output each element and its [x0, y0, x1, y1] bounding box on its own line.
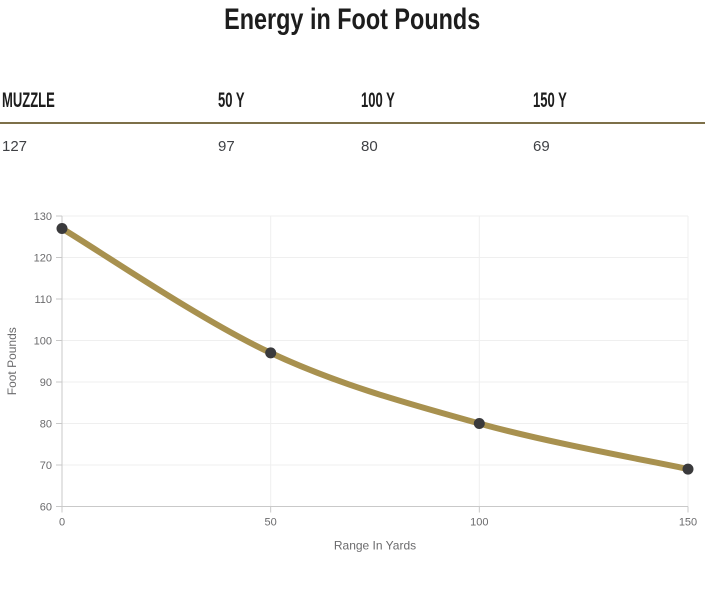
- y-tick-label: 130: [34, 211, 52, 223]
- y-tick-label: 110: [34, 294, 52, 306]
- chart-canvas[interactable]: 60 70 80 90 100 110 120 130 0 50 100 150 Foot Pounds…: [0, 195, 705, 587]
- energy-value-150y: 69: [533, 138, 550, 155]
- column-header-100y-label: 100 Y: [361, 89, 395, 112]
- energy-line-chart[interactable]: 60 70 80 90 100 110 120 130 0 50 100 150 Foot Pounds…: [0, 195, 705, 587]
- x-tick-label: 50: [265, 517, 277, 529]
- page-title: Energy in Foot Pounds: [0, 3, 705, 37]
- energy-value-50y: 97: [218, 138, 235, 155]
- data-point[interactable]: [682, 463, 694, 475]
- y-tick-label: 80: [40, 419, 52, 431]
- y-tick-label: 90: [40, 377, 52, 389]
- x-tick-label: 150: [679, 517, 697, 529]
- table-value-row: 127 97 80 69: [0, 124, 705, 155]
- column-header-50y: 50 Y: [218, 89, 361, 112]
- muzzle-energy-value: 127: [2, 138, 28, 155]
- column-header-150y-label: 150 Y: [533, 89, 567, 112]
- data-point[interactable]: [473, 418, 485, 429]
- table-header-row: MUZZLE 50 Y 100 Y 150 Y: [0, 89, 705, 124]
- energy-series-line: [59, 225, 691, 473]
- column-header-muzzle-label: MUZZLE: [2, 89, 55, 112]
- data-point[interactable]: [56, 223, 68, 234]
- y-axis-title: Foot Pounds: [5, 327, 19, 395]
- y-tick-label: 60: [40, 502, 52, 514]
- column-header-muzzle: MUZZLE: [2, 89, 218, 112]
- y-tick-label: 70: [40, 460, 52, 472]
- x-axis-title: Range In Yards: [334, 539, 416, 553]
- x-tick-label: 100: [470, 517, 488, 529]
- data-point[interactable]: [265, 347, 277, 359]
- y-tick-label: 120: [34, 253, 52, 265]
- column-header-150y: 150 Y: [533, 89, 705, 112]
- page-title-text: Energy in Foot Pounds: [224, 3, 481, 36]
- energy-value-100y: 80: [361, 138, 378, 155]
- energy-table: MUZZLE 50 Y 100 Y 150 Y 127 97 80 69: [0, 89, 705, 155]
- x-tick-label: 0: [59, 517, 65, 529]
- column-header-50y-label: 50 Y: [218, 89, 245, 112]
- y-tick-label: 100: [34, 336, 52, 348]
- column-header-100y: 100 Y: [361, 89, 533, 112]
